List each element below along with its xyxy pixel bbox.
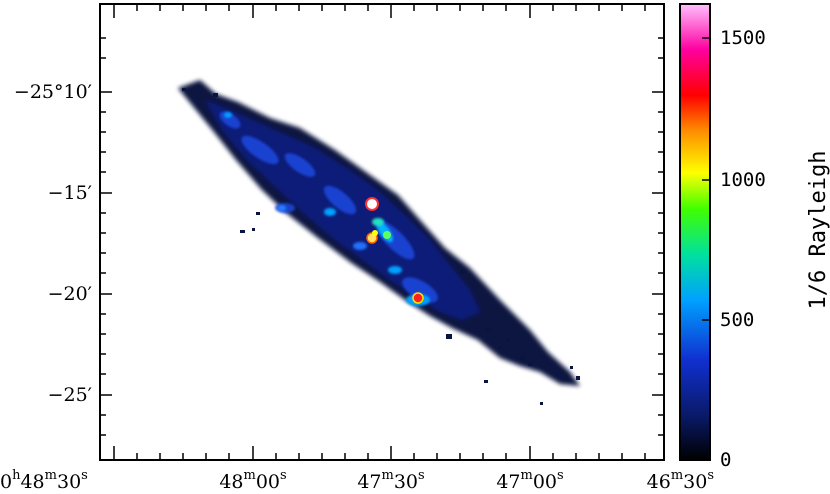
y-tick-label: −25°10′ (14, 81, 92, 103)
y-tick-label: −15′ (48, 182, 92, 204)
x-tick-minutes: 47 (496, 471, 520, 493)
colorbar-ticks (702, 37, 710, 459)
x-tick-unit: m (45, 468, 57, 483)
x-tick-unit: m (671, 468, 683, 483)
x-tick-minutes: 46 (647, 471, 671, 493)
x-tick-unit: s (707, 468, 714, 483)
colorbar-tick-label: 1500 (720, 27, 766, 49)
x-tick-minutes: 47 (357, 471, 381, 493)
x-tick-unit: s (418, 468, 425, 483)
emission-map (178, 80, 580, 405)
x-tick-unit: m (244, 468, 256, 483)
x-tick-unit: m (382, 468, 394, 483)
colorbar: 1500 1000 500 0 1/6 Rayleigh (679, 3, 830, 471)
x-tick-minutes: 48 (219, 471, 243, 493)
x-tick-minutes: 48 (20, 471, 44, 493)
emission-specks (182, 88, 580, 405)
y-tick-label: −25′ (48, 384, 92, 406)
x-tick-seconds: 30 (683, 471, 707, 493)
x-tick-unit: s (81, 468, 88, 483)
x-tick-unit: s (280, 468, 287, 483)
x-tick-label: 48m00s (219, 468, 286, 493)
x-tick-unit: h (12, 468, 21, 483)
x-tick-seconds: 30 (57, 471, 81, 493)
x-tick-label: 46m30s (647, 468, 714, 493)
x-tick-label: 47m00s (496, 468, 563, 493)
x-tick-seconds: 00 (256, 471, 280, 493)
x-tick-label: 47m30s (357, 468, 424, 493)
x-tick-unit: s (557, 468, 564, 483)
colorbar-label: 1/6 Rayleigh (806, 151, 830, 310)
x-tick-unit: m (521, 468, 533, 483)
x-tick-labels: 0h48m30s 48m00s 47m30s 47m00s 46m30s (0, 468, 714, 493)
x-tick-seconds: 00 (533, 471, 557, 493)
x-tick-seconds: 30 (394, 471, 418, 493)
y-tick-label: −20′ (48, 283, 92, 305)
colorbar-tick-label: 500 (720, 309, 754, 331)
colorbar-gradient (679, 3, 711, 461)
axis-ticks (100, 4, 664, 460)
colorbar-tick-label: 1000 (720, 169, 766, 191)
x-tick-label: 0h48m30s (0, 468, 88, 493)
colorbar-tick-label: 0 (720, 449, 731, 471)
x-tick-hours: 0 (0, 471, 12, 493)
y-tick-labels: −25°10′ −15′ −20′ −25′ (14, 81, 92, 406)
